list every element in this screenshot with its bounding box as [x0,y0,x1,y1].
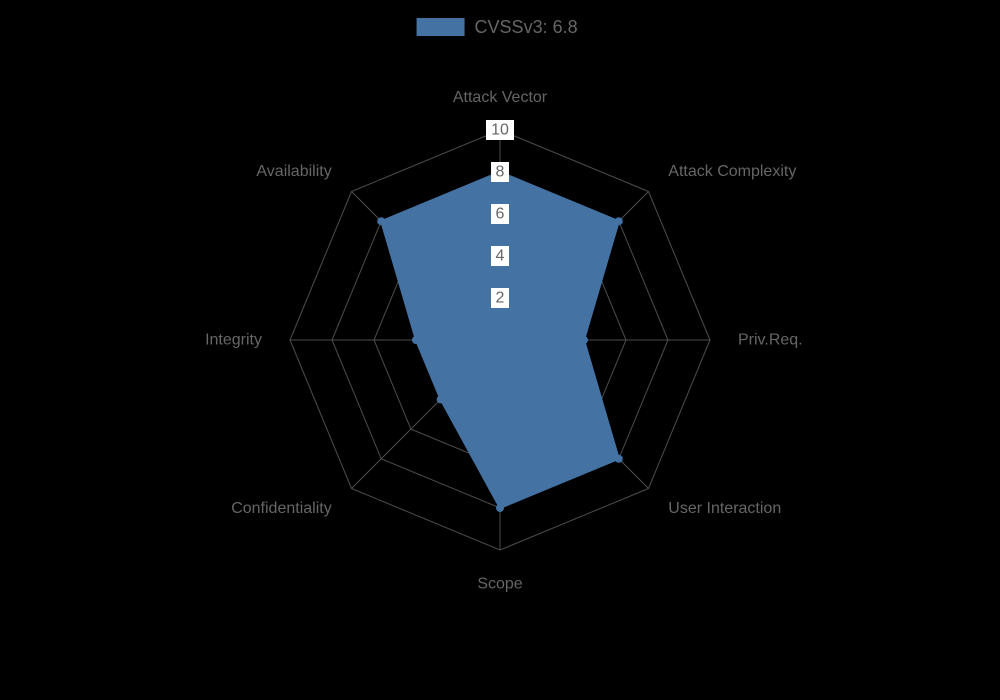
tick-label: 8 [496,164,505,181]
data-point [377,217,385,225]
tick-label: 10 [491,122,509,139]
data-point [615,455,623,463]
data-point [615,217,623,225]
legend-label: CVSSv3: 6.8 [475,17,578,37]
tick-label: 2 [496,290,505,307]
axis-label: Scope [477,575,522,592]
data-point [580,336,588,344]
axis-label: Attack Vector [453,89,548,106]
axis-label: Availability [256,163,331,180]
axis-label: Confidentiality [231,500,332,517]
data-point [412,336,420,344]
legend: CVSSv3: 6.8 [417,17,578,37]
legend-swatch [417,18,465,36]
tick-label: 4 [496,248,505,265]
axis-label: Integrity [205,332,262,349]
radar-chart: 2 4 6 8 10 Attack Vector Attack Complexity Priv… [0,0,1000,700]
axis-label: Attack Complexity [668,163,796,180]
axis-label: Priv.Req. [738,332,803,349]
data-point [496,504,504,512]
axis-label: User Interaction [668,500,781,517]
radar-svg: 2 4 6 8 10 Attack Vector Attack Complexity Priv… [0,0,1000,700]
data-point [437,395,445,403]
tick-label: 6 [496,206,505,223]
